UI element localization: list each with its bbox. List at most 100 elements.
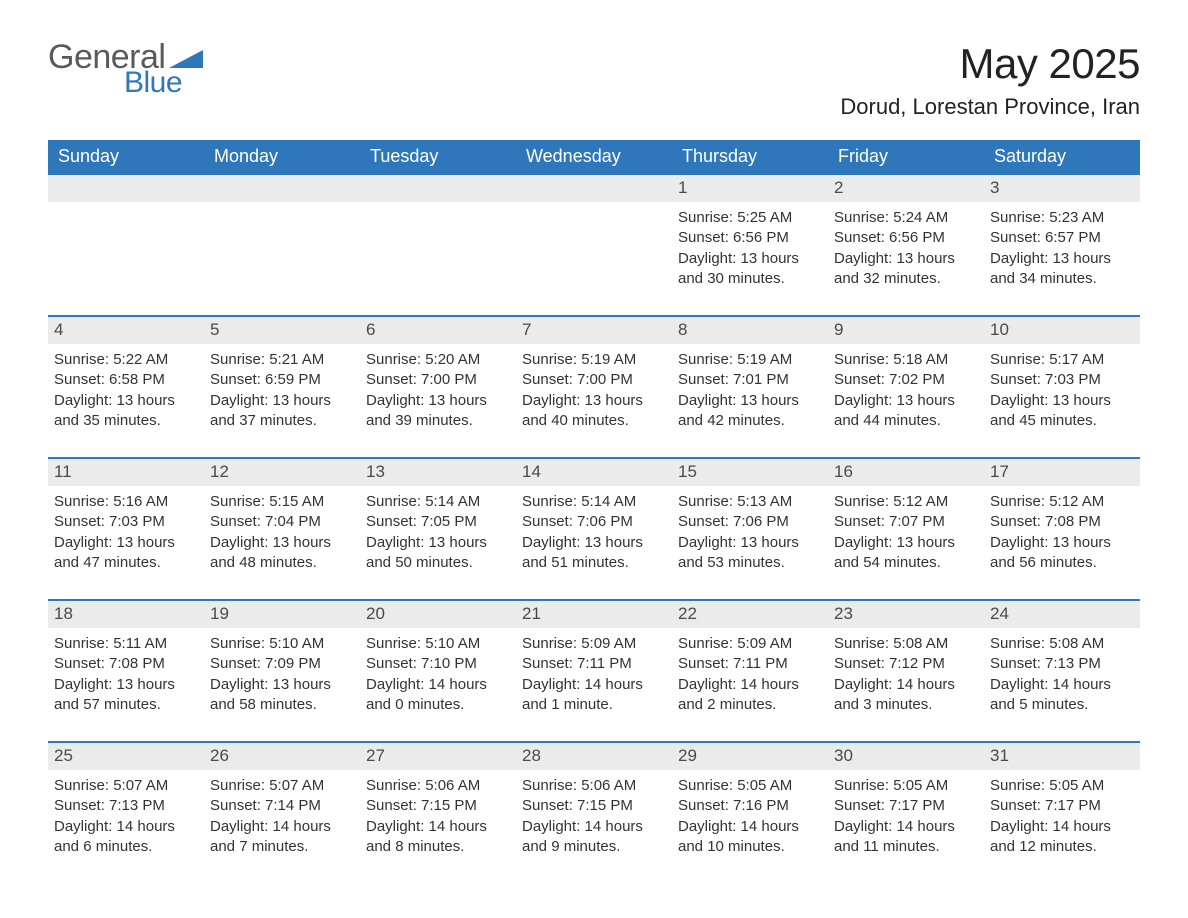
day-number: 30 bbox=[828, 743, 984, 770]
day-number bbox=[360, 175, 516, 202]
day-cell: 5Sunrise: 5:21 AMSunset: 6:59 PMDaylight… bbox=[204, 317, 360, 439]
sunrise-line: Sunrise: 5:05 AM bbox=[834, 776, 978, 796]
dow-friday: Friday bbox=[828, 140, 984, 175]
day-cell: 11Sunrise: 5:16 AMSunset: 7:03 PMDayligh… bbox=[48, 459, 204, 581]
day-number: 25 bbox=[48, 743, 204, 770]
day-cell: 21Sunrise: 5:09 AMSunset: 7:11 PMDayligh… bbox=[516, 601, 672, 723]
sunrise-line: Sunrise: 5:21 AM bbox=[210, 350, 354, 370]
day-info: Sunrise: 5:05 AMSunset: 7:17 PMDaylight:… bbox=[834, 776, 978, 857]
day-number: 17 bbox=[984, 459, 1140, 486]
day-info: Sunrise: 5:23 AMSunset: 6:57 PMDaylight:… bbox=[990, 208, 1134, 289]
sunset-line: Sunset: 7:02 PM bbox=[834, 370, 978, 390]
day-info: Sunrise: 5:13 AMSunset: 7:06 PMDaylight:… bbox=[678, 492, 822, 573]
day-info: Sunrise: 5:18 AMSunset: 7:02 PMDaylight:… bbox=[834, 350, 978, 431]
dow-sunday: Sunday bbox=[48, 140, 204, 175]
day-number: 23 bbox=[828, 601, 984, 628]
day-cell: 3 Sunrise: 5:23 AMSunset: 6:57 PMDaylight… bbox=[984, 175, 1140, 297]
day-number: 6 bbox=[360, 317, 516, 344]
sunrise-line: Sunrise: 5:11 AM bbox=[54, 634, 198, 654]
day-info: Sunrise: 5:20 AMSunset: 7:00 PMDaylight:… bbox=[366, 350, 510, 431]
day-cell: 10Sunrise: 5:17 AMSunset: 7:03 PMDayligh… bbox=[984, 317, 1140, 439]
sunrise-line: Sunrise: 5:23 AM bbox=[990, 208, 1134, 228]
day-cell: 12 Sunrise: 5:15 AMSunset: 7:04 PMDayligh… bbox=[204, 459, 360, 581]
daylight-line: Daylight: 14 hours and 1 minute. bbox=[522, 675, 666, 716]
sunset-line: Sunset: 7:17 PM bbox=[834, 796, 978, 816]
sunrise-line: Sunrise: 5:19 AM bbox=[522, 350, 666, 370]
day-number: 9 bbox=[828, 317, 984, 344]
daylight-line: Daylight: 13 hours and 47 minutes. bbox=[54, 533, 198, 574]
day-number: 10 bbox=[984, 317, 1140, 344]
logo-word-blue: Blue bbox=[124, 68, 182, 98]
day-number: 29 bbox=[672, 743, 828, 770]
sunset-line: Sunset: 7:07 PM bbox=[834, 512, 978, 532]
day-info: Sunrise: 5:07 AMSunset: 7:14 PMDaylight:… bbox=[210, 776, 354, 857]
day-number: 28 bbox=[516, 743, 672, 770]
sunrise-line: Sunrise: 5:25 AM bbox=[678, 208, 822, 228]
day-number: 8 bbox=[672, 317, 828, 344]
day-info: Sunrise: 5:09 AMSunset: 7:11 PMDaylight:… bbox=[678, 634, 822, 715]
day-number: 21 bbox=[516, 601, 672, 628]
sunset-line: Sunset: 6:59 PM bbox=[210, 370, 354, 390]
day-cell: 17Sunrise: 5:12 AMSunset: 7:08 PMDayligh… bbox=[984, 459, 1140, 581]
day-info: Sunrise: 5:15 AMSunset: 7:04 PMDaylight:… bbox=[210, 492, 354, 573]
sunset-line: Sunset: 7:17 PM bbox=[990, 796, 1134, 816]
daylight-line: Daylight: 13 hours and 37 minutes. bbox=[210, 391, 354, 432]
sunset-line: Sunset: 7:01 PM bbox=[678, 370, 822, 390]
day-cell: 20Sunrise: 5:10 AMSunset: 7:10 PMDayligh… bbox=[360, 601, 516, 723]
day-cell: 29 Sunrise: 5:05 AMSunset: 7:16 PMDayligh… bbox=[672, 743, 828, 865]
sunrise-line: Sunrise: 5:18 AM bbox=[834, 350, 978, 370]
sunrise-line: Sunrise: 5:15 AM bbox=[210, 492, 354, 512]
day-number: 12 bbox=[204, 459, 360, 486]
day-info: Sunrise: 5:10 AMSunset: 7:10 PMDaylight:… bbox=[366, 634, 510, 715]
day-number: 3 bbox=[984, 175, 1140, 202]
day-info: Sunrise: 5:05 AMSunset: 7:16 PMDaylight:… bbox=[678, 776, 822, 857]
day-number: 11 bbox=[48, 459, 204, 486]
sunset-line: Sunset: 6:56 PM bbox=[678, 228, 822, 248]
day-number: 22 bbox=[672, 601, 828, 628]
daylight-line: Daylight: 13 hours and 35 minutes. bbox=[54, 391, 198, 432]
sunrise-line: Sunrise: 5:12 AM bbox=[834, 492, 978, 512]
day-cell: 7Sunrise: 5:19 AMSunset: 7:00 PMDaylight… bbox=[516, 317, 672, 439]
dow-thursday: Thursday bbox=[672, 140, 828, 175]
sunset-line: Sunset: 7:06 PM bbox=[522, 512, 666, 532]
day-number: 27 bbox=[360, 743, 516, 770]
sunrise-line: Sunrise: 5:19 AM bbox=[678, 350, 822, 370]
day-info: Sunrise: 5:08 AMSunset: 7:12 PMDaylight:… bbox=[834, 634, 978, 715]
day-cell: 16Sunrise: 5:12 AMSunset: 7:07 PMDayligh… bbox=[828, 459, 984, 581]
daylight-line: Daylight: 13 hours and 34 minutes. bbox=[990, 249, 1134, 290]
sunset-line: Sunset: 7:00 PM bbox=[366, 370, 510, 390]
daylight-line: Daylight: 13 hours and 58 minutes. bbox=[210, 675, 354, 716]
daylight-line: Daylight: 13 hours and 32 minutes. bbox=[834, 249, 978, 290]
day-info: Sunrise: 5:25 AMSunset: 6:56 PMDaylight:… bbox=[678, 208, 822, 289]
day-number bbox=[48, 175, 204, 202]
sunrise-line: Sunrise: 5:09 AM bbox=[522, 634, 666, 654]
dow-saturday: Saturday bbox=[984, 140, 1140, 175]
daylight-line: Daylight: 13 hours and 44 minutes. bbox=[834, 391, 978, 432]
sunset-line: Sunset: 6:57 PM bbox=[990, 228, 1134, 248]
day-info: Sunrise: 5:12 AMSunset: 7:07 PMDaylight:… bbox=[834, 492, 978, 573]
daylight-line: Daylight: 13 hours and 40 minutes. bbox=[522, 391, 666, 432]
day-cell: 19Sunrise: 5:10 AMSunset: 7:09 PMDayligh… bbox=[204, 601, 360, 723]
logo: General Blue bbox=[48, 40, 203, 98]
day-number bbox=[516, 175, 672, 202]
sunrise-line: Sunrise: 5:14 AM bbox=[366, 492, 510, 512]
day-number: 24 bbox=[984, 601, 1140, 628]
dow-wednesday: Wednesday bbox=[516, 140, 672, 175]
day-cell: 13Sunrise: 5:14 AMSunset: 7:05 PMDayligh… bbox=[360, 459, 516, 581]
sunrise-line: Sunrise: 5:07 AM bbox=[210, 776, 354, 796]
day-cell: 22 Sunrise: 5:09 AMSunset: 7:11 PMDayligh… bbox=[672, 601, 828, 723]
daylight-line: Daylight: 13 hours and 56 minutes. bbox=[990, 533, 1134, 574]
header: General Blue May 2025 Dorud, Lorestan Pr… bbox=[48, 40, 1140, 120]
day-of-week-header: Sunday Monday Tuesday Wednesday Thursday… bbox=[48, 140, 1140, 175]
sunset-line: Sunset: 7:08 PM bbox=[990, 512, 1134, 532]
daylight-line: Daylight: 13 hours and 57 minutes. bbox=[54, 675, 198, 716]
day-cell: 31Sunrise: 5:05 AMSunset: 7:17 PMDayligh… bbox=[984, 743, 1140, 865]
sunset-line: Sunset: 7:08 PM bbox=[54, 654, 198, 674]
daylight-line: Daylight: 13 hours and 50 minutes. bbox=[366, 533, 510, 574]
week-row: 18Sunrise: 5:11 AMSunset: 7:08 PMDayligh… bbox=[48, 599, 1140, 723]
day-cell: 27Sunrise: 5:06 AMSunset: 7:15 PMDayligh… bbox=[360, 743, 516, 865]
day-info: Sunrise: 5:07 AMSunset: 7:13 PMDaylight:… bbox=[54, 776, 198, 857]
day-cell: 15Sunrise: 5:13 AMSunset: 7:06 PMDayligh… bbox=[672, 459, 828, 581]
weeks-container: 1Sunrise: 5:25 AMSunset: 6:56 PMDaylight… bbox=[48, 175, 1140, 865]
day-cell: 28Sunrise: 5:06 AMSunset: 7:15 PMDayligh… bbox=[516, 743, 672, 865]
